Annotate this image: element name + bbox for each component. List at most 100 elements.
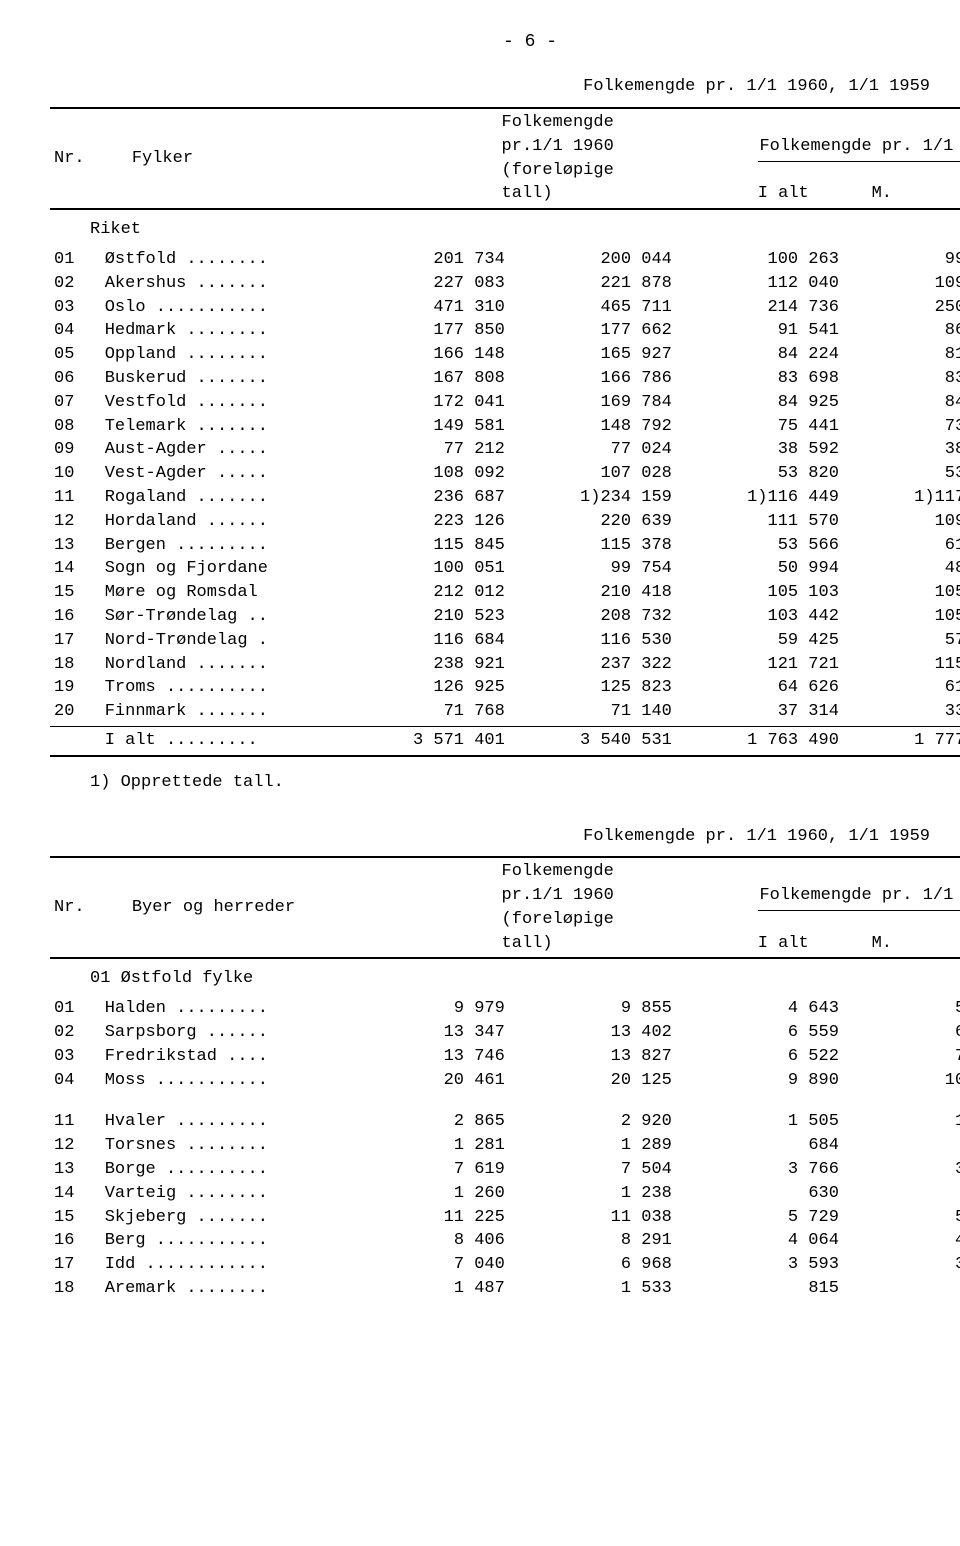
- cell-v2: 7 504: [509, 1158, 676, 1182]
- cell-name: Aust-Agder .....: [101, 438, 342, 462]
- cell-v3: 37 314: [676, 700, 843, 724]
- table-title: Folkemengde pr. 1/1 1960, 1/1 1959: [50, 75, 960, 99]
- cell-v2: 13 827: [509, 1045, 676, 1069]
- rule-total-bottom: [50, 755, 960, 757]
- cell-v3: 4 643: [676, 997, 843, 1021]
- cell-name: Møre og Romsdal: [101, 581, 342, 605]
- hdr2-byer: Byer og herreder: [128, 860, 498, 955]
- cell-nr: 04: [50, 319, 101, 343]
- table-row: 14Sogn og Fjordane100 05199 75450 99448 …: [50, 557, 960, 581]
- cell-v1: 100 051: [342, 557, 509, 581]
- cell-v4: 53 208: [843, 462, 960, 486]
- cell-name: Rogaland .......: [101, 486, 342, 510]
- cell-name: Idd ............: [101, 1253, 342, 1277]
- table-row: 19Troms ..........126 925125 82364 62661…: [50, 676, 960, 700]
- cell-v1: 116 684: [342, 629, 509, 653]
- cell-v1: 167 808: [342, 367, 509, 391]
- cell-v2: 208 732: [509, 605, 676, 629]
- cell-name: Aremark ........: [101, 1277, 342, 1301]
- hdr-1959-title: Folkemengde pr. 1/1 1959: [754, 111, 960, 159]
- cell-v2: 11 038: [509, 1206, 676, 1230]
- table-row: 06Buskerud .......167 808166 78683 69883…: [50, 367, 960, 391]
- cell-v2: 20 125: [509, 1069, 676, 1093]
- cell-v2: 221 878: [509, 272, 676, 296]
- total-row: I alt ......... 3 571 401 3 540 531 1 76…: [50, 729, 960, 753]
- cell-nr: 10: [50, 462, 101, 486]
- cell-v1: 7 619: [342, 1158, 509, 1182]
- cell-name: Borge ..........: [101, 1158, 342, 1182]
- cell-name: Hvaler .........: [101, 1110, 342, 1134]
- table-row: 15Skjeberg .......11 22511 0385 7295 309: [50, 1206, 960, 1230]
- cell-v4: 608: [843, 1182, 960, 1206]
- cell-v3: 6 522: [676, 1045, 843, 1069]
- table-row: 17Idd ............7 0406 9683 5933 375: [50, 1253, 960, 1277]
- cell-v3: 6 559: [676, 1021, 843, 1045]
- hdr-m: M.: [839, 182, 924, 206]
- cell-nr: 20: [50, 700, 101, 724]
- cell-name: Hedmark ........: [101, 319, 342, 343]
- rule-hdr-bottom: [50, 208, 960, 210]
- cell-v3: 214 736: [676, 296, 843, 320]
- cell-name: Nordland .......: [101, 653, 342, 677]
- table-row: 18Aremark ........1 4871 533815718: [50, 1277, 960, 1301]
- cell-v1: 227 083: [342, 272, 509, 296]
- table-row: 08Telemark .......149 581148 79275 44173…: [50, 415, 960, 439]
- hdr2-m: M.: [839, 932, 924, 956]
- table-row: 09Aust-Agder .....77 21277 02438 59238 4…: [50, 438, 960, 462]
- cell-v2: 115 378: [509, 534, 676, 558]
- header-table-2: Nr. Byer og herreder Folkemengde Folkeme…: [50, 860, 960, 955]
- cell-v3: 630: [676, 1182, 843, 1206]
- total-label: I alt .........: [101, 729, 342, 753]
- cell-name: Oppland ........: [101, 343, 342, 367]
- cell-nr: 16: [50, 1229, 101, 1253]
- cell-v1: 172 041: [342, 391, 509, 415]
- cell-nr: 18: [50, 653, 101, 677]
- cell-name: Vestfold .......: [101, 391, 342, 415]
- cell-v4: 73 351: [843, 415, 960, 439]
- cell-nr: 17: [50, 629, 101, 653]
- rule2-hdr-bottom: [50, 957, 960, 959]
- page-number: - 6 -: [50, 30, 960, 55]
- cell-v3: 121 721: [676, 653, 843, 677]
- table-row: 04Moss ...........20 46120 1259 89010 23…: [50, 1069, 960, 1093]
- cell-v4: 105 290: [843, 605, 960, 629]
- cell-v3: 91 541: [676, 319, 843, 343]
- cell-v3: 75 441: [676, 415, 843, 439]
- cell-v1: 71 768: [342, 700, 509, 724]
- table-row: 04Hedmark ........177 850177 66291 54186…: [50, 319, 960, 343]
- hdr-fylker: Fylker: [128, 111, 498, 206]
- cell-v3: 815: [676, 1277, 843, 1301]
- cell-v1: 7 040: [342, 1253, 509, 1277]
- rule2-top: [50, 856, 960, 858]
- cell-v4: 61 197: [843, 676, 960, 700]
- cell-v2: 200 044: [509, 248, 676, 272]
- cell-v4: 10 235: [843, 1069, 960, 1093]
- cell-v1: 126 925: [342, 676, 509, 700]
- cell-nr: 05: [50, 343, 101, 367]
- cell-v4: 81 703: [843, 343, 960, 367]
- cell-v4: 109 069: [843, 510, 960, 534]
- cell-v1: 238 921: [342, 653, 509, 677]
- cell-v2: 71 140: [509, 700, 676, 724]
- hdr-1960-l1: Folkemengde: [498, 111, 754, 135]
- hdr2-1959-title: Folkemengde pr. 1/1 1959: [754, 860, 960, 908]
- cell-v3: 103 442: [676, 605, 843, 629]
- cell-v4: 83 088: [843, 367, 960, 391]
- table-row: 03Fredrikstad ....13 74613 8276 5227 305: [50, 1045, 960, 1069]
- cell-v4: 109 838: [843, 272, 960, 296]
- cell-v2: 8 291: [509, 1229, 676, 1253]
- hdr2-1960-l4: tall): [498, 932, 754, 956]
- cell-v2: 166 786: [509, 367, 676, 391]
- cell-name: Troms ..........: [101, 676, 342, 700]
- cell-v1: 115 845: [342, 534, 509, 558]
- cell-v1: 108 092: [342, 462, 509, 486]
- cell-v2: 165 927: [509, 343, 676, 367]
- cell-nr: 04: [50, 1069, 101, 1093]
- cell-name: Østfold ........: [101, 248, 342, 272]
- cell-nr: 08: [50, 415, 101, 439]
- cell-v3: 111 570: [676, 510, 843, 534]
- cell-v4: 1 415: [843, 1110, 960, 1134]
- cell-v4: 3 738: [843, 1158, 960, 1182]
- total-v1: 3 571 401: [342, 729, 509, 753]
- cell-nr: 06: [50, 367, 101, 391]
